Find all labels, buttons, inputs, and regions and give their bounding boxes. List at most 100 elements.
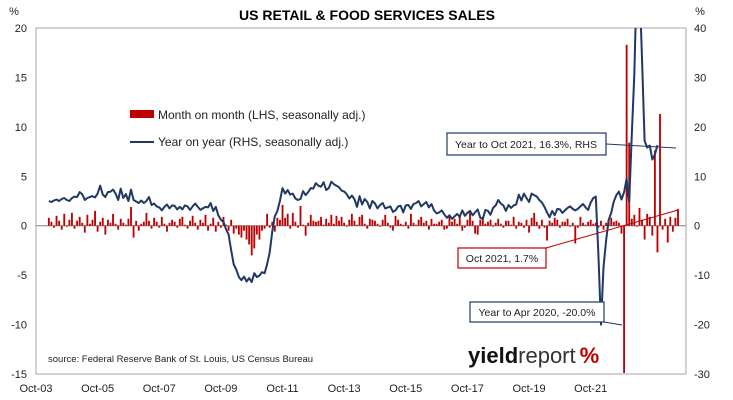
mom-bar xyxy=(297,225,299,228)
mom-bar xyxy=(145,212,148,226)
mom-bar xyxy=(402,224,405,226)
mom-bar xyxy=(618,222,620,226)
mom-bar xyxy=(327,222,330,226)
mom-bar xyxy=(91,219,94,226)
annotation-mom-oct-2021-box xyxy=(457,247,547,269)
mom-bar xyxy=(240,225,243,238)
left-tick-label: 15 xyxy=(15,72,27,84)
x-tick-label: Oct-13 xyxy=(328,383,361,395)
mom-bar xyxy=(250,225,253,256)
mom-bar xyxy=(58,220,61,226)
mom-bar xyxy=(620,225,623,234)
annotation-mom-oct-2021-leader xyxy=(545,209,679,249)
annotation-yoy-oct-2021: Year to Oct 2021, 16.3%, RHS xyxy=(446,132,677,156)
left-tick-label: 20 xyxy=(15,23,27,35)
mom-bar xyxy=(525,219,528,226)
mom-bar xyxy=(507,220,510,226)
mom-bar xyxy=(579,216,582,226)
mom-bar xyxy=(417,219,420,226)
mom-bar xyxy=(612,221,615,226)
mom-bar xyxy=(404,221,407,226)
mom-bar xyxy=(412,222,415,226)
mom-bar xyxy=(566,218,569,226)
mom-bar xyxy=(289,225,292,229)
mom-bar xyxy=(646,213,649,226)
mom-bar xyxy=(653,150,656,226)
mom-bar xyxy=(335,215,338,226)
left-axis-ticks: -15 -10 -5 0 5 10 15 20 xyxy=(11,23,27,381)
mom-bar xyxy=(294,221,297,226)
mom-bar xyxy=(78,216,81,226)
mom-bar xyxy=(576,225,579,228)
mom-bar xyxy=(433,223,435,226)
mom-bar xyxy=(605,222,608,226)
mom-bar xyxy=(68,219,71,226)
mom-bar xyxy=(353,220,356,226)
logo-percent-symbol: % xyxy=(580,343,600,368)
mom-bar xyxy=(243,225,245,231)
mom-bar xyxy=(284,217,287,226)
mom-bar xyxy=(304,225,307,236)
mom-bar xyxy=(394,215,397,226)
mom-bar xyxy=(659,114,661,226)
mom-bars xyxy=(47,44,679,374)
mom-bar xyxy=(487,221,489,226)
legend-label-mom: Month on month (LHS, seasonally adj.) xyxy=(158,108,365,122)
annotation-yoy-oct-2021-leader xyxy=(605,143,677,149)
mom-bar xyxy=(137,225,140,231)
mom-bar xyxy=(148,220,150,226)
mom-bar xyxy=(204,214,207,226)
mom-bar xyxy=(176,225,179,228)
mom-bar xyxy=(510,224,513,226)
mom-bar xyxy=(350,213,353,226)
mom-bar xyxy=(196,225,199,230)
mom-bar xyxy=(135,220,138,226)
mom-bar xyxy=(245,225,248,240)
mom-bar xyxy=(171,219,174,226)
x-tick-label: Oct-11 xyxy=(266,383,298,395)
right-tick-label: 30 xyxy=(694,72,706,84)
mom-bar xyxy=(119,218,122,226)
x-tick-label: Oct-15 xyxy=(389,383,422,395)
mom-bar xyxy=(479,219,482,226)
mom-bar xyxy=(517,221,520,226)
x-tick-label: Oct-03 xyxy=(19,383,52,395)
mom-bar xyxy=(291,212,294,226)
mom-bar xyxy=(368,218,371,226)
mom-bar xyxy=(494,222,497,226)
mom-bar xyxy=(389,225,392,228)
right-axis-ticks: -30 -20 -10 0 10 20 30 40 xyxy=(694,23,710,381)
mom-bar xyxy=(561,221,564,226)
mom-bar xyxy=(163,223,166,226)
mom-bar xyxy=(199,219,202,226)
mom-bar xyxy=(635,225,638,227)
annotation-yoy-oct-2021-text: Year to Oct 2021, 16.3%, RHS xyxy=(455,139,597,151)
mom-bar xyxy=(53,225,55,228)
mom-bar xyxy=(427,225,430,230)
mom-bar xyxy=(309,214,312,226)
mom-bar xyxy=(302,224,304,226)
mom-bar xyxy=(587,221,590,226)
right-tick-label: -10 xyxy=(694,270,710,282)
mom-bar xyxy=(440,219,443,226)
mom-bar xyxy=(582,222,584,226)
mom-bar xyxy=(661,225,664,230)
mom-bar xyxy=(325,218,328,226)
yoy-series-line xyxy=(48,28,659,326)
mom-bar xyxy=(55,215,58,226)
mom-bar xyxy=(448,214,451,226)
annotation-mom-oct-2021: Oct 2021, 1.7% xyxy=(457,209,679,269)
right-tick-label: -20 xyxy=(694,320,710,332)
left-tick-label: 10 xyxy=(15,122,27,134)
mom-bar xyxy=(648,216,651,226)
mom-bar xyxy=(225,224,227,226)
mom-bar xyxy=(122,222,125,226)
mom-bar xyxy=(669,216,672,226)
mom-bar xyxy=(522,225,525,228)
x-tick-label: Oct-07 xyxy=(143,383,176,395)
legend-label-yoy: Year on year (RHS, seasonally adj.) xyxy=(158,135,348,149)
logo-word-report: report xyxy=(518,343,575,368)
left-tick-label: -10 xyxy=(11,320,27,332)
mom-bar xyxy=(366,225,369,229)
mom-bar xyxy=(361,214,364,226)
